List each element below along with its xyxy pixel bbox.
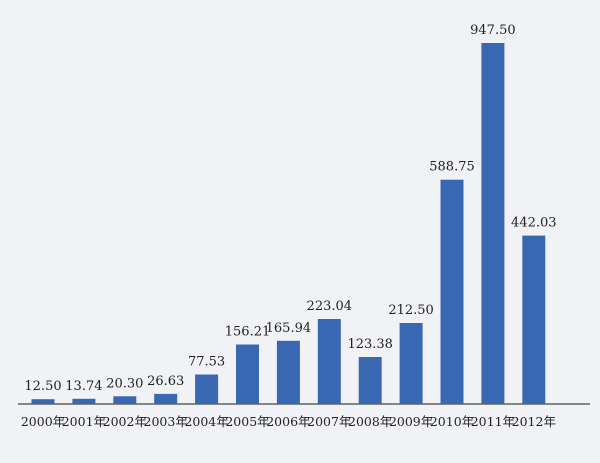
bar-2001年: [72, 398, 96, 404]
bar-2004年: [195, 374, 219, 404]
value-label: 442.03: [511, 216, 557, 231]
value-label: 12.50: [24, 379, 61, 394]
x-tick-label: 2011年: [471, 414, 515, 429]
x-tick-label: 2007年: [307, 414, 351, 429]
value-label: 20.30: [106, 376, 143, 391]
x-tick-label: 2004年: [184, 414, 228, 429]
value-label: 26.63: [147, 374, 184, 389]
x-tick-label: 2002年: [103, 414, 147, 429]
value-label: 165.94: [266, 321, 312, 336]
x-tick-label: 2012年: [512, 414, 556, 429]
value-label: 212.50: [388, 303, 434, 318]
value-label: 123.38: [347, 337, 393, 352]
x-tick-label-group: 2000年2001年2002年2003年2004年2005年2006年2007年…: [21, 414, 556, 429]
x-tick-label: 2009年: [389, 414, 433, 429]
value-label: 947.50: [470, 23, 516, 38]
x-tick-label: 2006年: [266, 414, 310, 429]
bar-2005年: [236, 344, 259, 404]
bar-2003年: [154, 393, 178, 404]
bar-2006年: [276, 340, 300, 404]
bar-2000年: [31, 399, 55, 404]
x-tick-label: 2003年: [144, 414, 188, 429]
bar-2010年: [440, 179, 464, 404]
x-tick-label: 2008年: [348, 414, 392, 429]
bar-2012年: [522, 235, 546, 404]
bar-group: [31, 43, 546, 404]
bar-2008年: [358, 357, 382, 404]
bar-2007年: [317, 319, 341, 404]
bar-2011年: [481, 43, 505, 404]
bar-2002年: [113, 396, 137, 404]
bar-2009年: [399, 323, 423, 404]
value-label: 223.04: [307, 299, 353, 314]
x-tick-label: 2000年: [21, 414, 65, 429]
value-label: 77.53: [188, 355, 225, 370]
x-tick-label: 2005年: [225, 414, 269, 429]
value-label: 156.21: [225, 325, 271, 340]
x-tick-label: 2010年: [430, 414, 474, 429]
x-tick-label: 2001年: [62, 414, 106, 429]
value-label: 13.74: [65, 379, 102, 394]
value-label: 588.75: [429, 160, 475, 175]
